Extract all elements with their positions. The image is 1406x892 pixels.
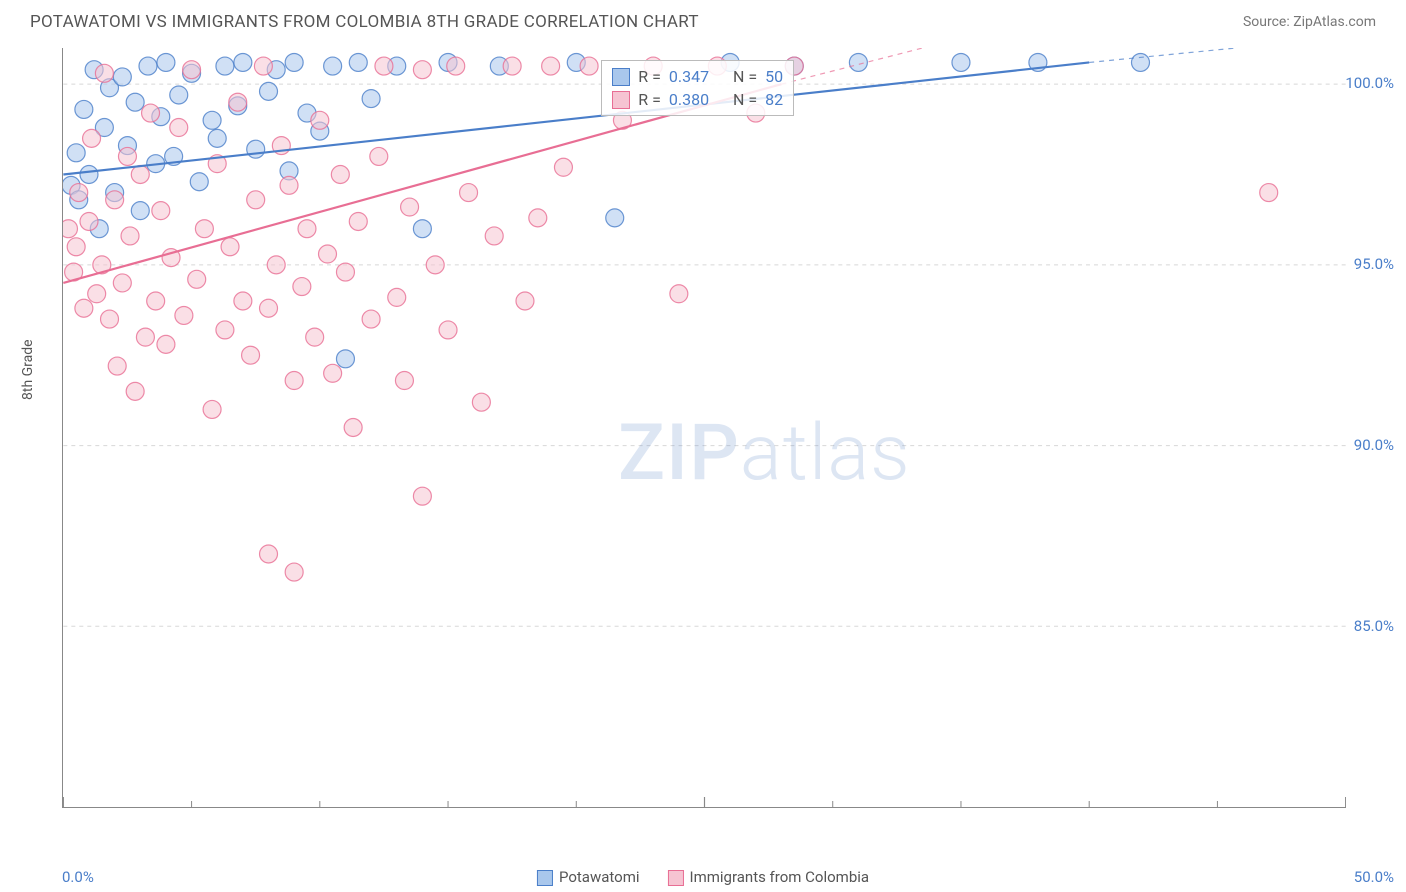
legend-stat-row: R = 0.380 N = 82 — [612, 88, 783, 111]
y-axis-label: 8th Grade — [20, 339, 36, 400]
y-tick-label: 85.0% — [1354, 617, 1394, 635]
legend-swatch — [537, 870, 553, 886]
y-tick-label: 100.0% — [1345, 74, 1394, 92]
x-tick-label: 0.0% — [62, 868, 94, 886]
scatter-plot-svg — [62, 48, 1346, 808]
chart-header: POTAWATOMI VS IMMIGRANTS FROM COLOMBIA 8… — [0, 0, 1406, 40]
legend-swatch — [612, 68, 630, 86]
legend-item: Potawatomi — [537, 868, 640, 886]
chart-source: Source: ZipAtlas.com — [1243, 14, 1376, 30]
y-tick-label: 95.0% — [1354, 255, 1394, 273]
correlation-legend: R = 0.347 N = 50R = 0.380 N = 82 — [601, 60, 794, 116]
chart-title: POTAWATOMI VS IMMIGRANTS FROM COLOMBIA 8… — [30, 12, 699, 32]
legend-item: Immigrants from Colombia — [668, 868, 870, 886]
legend-stat-row: R = 0.347 N = 50 — [612, 65, 783, 88]
y-tick-label: 90.0% — [1354, 436, 1394, 454]
series-legend: Potawatomi Immigrants from Colombia — [537, 868, 869, 886]
x-tick-label: 50.0% — [1354, 868, 1394, 886]
legend-swatch — [668, 870, 684, 886]
legend-swatch — [612, 91, 630, 109]
plot-area: R = 0.347 N = 50R = 0.380 N = 82 ZIPatla… — [62, 48, 1346, 808]
